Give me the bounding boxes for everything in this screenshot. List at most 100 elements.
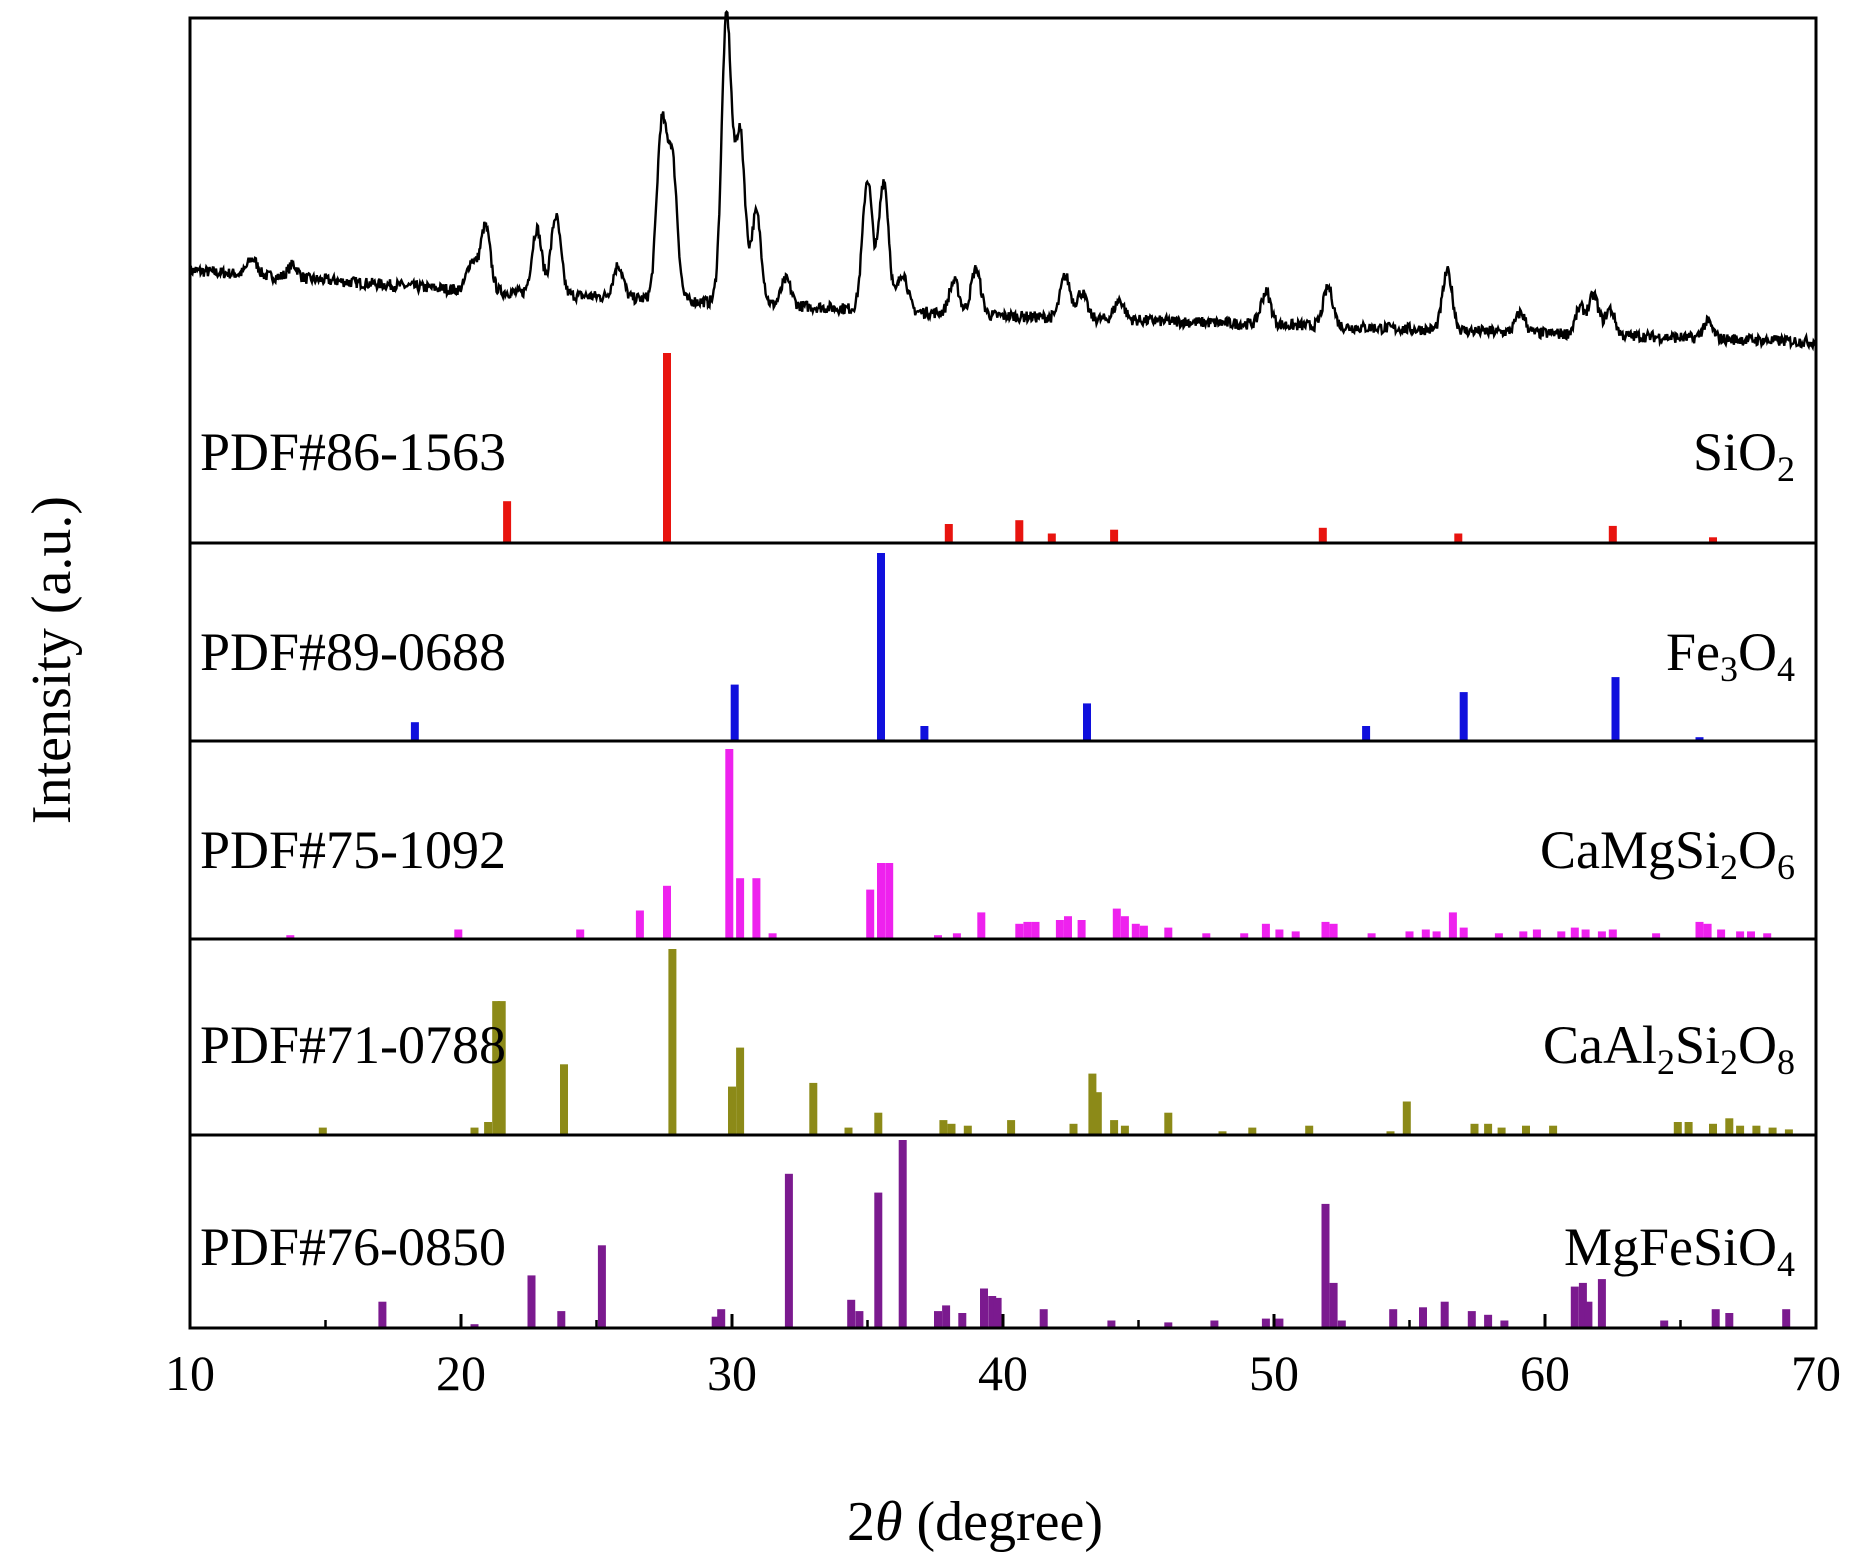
reference-peak <box>1064 916 1072 939</box>
reference-peak <box>1275 929 1284 939</box>
reference-peak <box>1432 931 1441 939</box>
reference-peak <box>1419 1307 1427 1328</box>
reference-peak <box>1261 1318 1270 1328</box>
reference-peak <box>1164 927 1173 939</box>
reference-panel-75-1092: PDF#75-1092 CaMgSi2O6 <box>200 749 1795 939</box>
reference-peak <box>470 1324 479 1328</box>
reference-panel-76-0850: PDF#76-0850 MgFeSiO4 <box>200 1140 1795 1328</box>
reference-peak <box>1218 1131 1227 1135</box>
reference-peak <box>958 1313 967 1328</box>
reference-peak <box>1023 921 1032 939</box>
reference-panel-71-0788: PDF#71-0788 CaAl2Si2O8 <box>200 949 1795 1135</box>
reference-peak <box>1522 1125 1530 1135</box>
reference-peak <box>993 1297 1002 1328</box>
reference-peak <box>1570 927 1579 939</box>
reference-peak <box>1318 527 1327 543</box>
reference-peak <box>1077 920 1086 939</box>
reference-patterns-layer: PDF#86-1563 SiO2 PDF#89-0688 Fe3O4 PDF#75-10… <box>200 353 1795 1328</box>
reference-peak <box>470 1127 479 1135</box>
reference-peak <box>877 553 885 741</box>
reference-peak <box>752 878 761 939</box>
x-tick-label: 40 <box>978 1345 1028 1401</box>
reference-peak <box>1386 1131 1395 1135</box>
reference-peak <box>1275 1318 1284 1328</box>
reference-peak <box>1711 1309 1720 1328</box>
phase-formula-label: SiO2 <box>1693 422 1795 489</box>
reference-peak <box>874 1192 883 1328</box>
x-tick-label: 10 <box>165 1345 215 1401</box>
reference-peak <box>410 722 419 741</box>
reference-peak <box>492 1001 501 1135</box>
reference-peak <box>1139 925 1148 939</box>
reference-peak <box>1500 1320 1509 1328</box>
reference-peak <box>1695 737 1704 741</box>
reference-peak <box>1112 908 1121 939</box>
reference-peak <box>1107 1320 1116 1328</box>
reference-peak <box>768 933 777 939</box>
reference-peak <box>1055 920 1064 939</box>
y-axis-title: Intensity (a.u.) <box>21 496 83 824</box>
reference-peak <box>1083 703 1091 741</box>
reference-peak <box>1088 1073 1097 1135</box>
reference-peak <box>663 885 671 939</box>
reference-peak <box>1454 533 1463 543</box>
reference-peak <box>1484 1314 1493 1328</box>
reference-peak <box>809 1082 818 1135</box>
reference-peak <box>497 1001 506 1135</box>
pdf-card-label: PDF#76-0850 <box>200 1217 506 1277</box>
reference-peak <box>1660 1320 1669 1328</box>
reference-peak <box>1337 1320 1346 1328</box>
reference-peak <box>454 929 463 939</box>
reference-peak <box>1470 1123 1479 1135</box>
reference-peak <box>1768 1127 1777 1135</box>
reference-peak <box>378 1301 387 1328</box>
reference-peak <box>947 1123 956 1135</box>
phase-formula-label: CaAl2Si2O8 <box>1543 1015 1795 1082</box>
reference-peak <box>1305 1125 1314 1135</box>
reference-peak <box>1484 1123 1493 1135</box>
reference-peak <box>1039 1309 1048 1328</box>
reference-peak <box>1164 1322 1173 1328</box>
reference-peak <box>1494 933 1503 939</box>
reference-peak <box>1752 1125 1761 1135</box>
reference-peak <box>1448 912 1457 939</box>
reference-peak <box>1709 1123 1717 1135</box>
reference-peak <box>1402 1101 1411 1135</box>
reference-peak <box>1782 1309 1791 1328</box>
reference-peak <box>1725 1118 1734 1135</box>
reference-peak <box>1608 525 1617 543</box>
reference-peak <box>557 1311 566 1328</box>
reference-peak <box>597 1245 606 1328</box>
reference-peak <box>934 1311 942 1328</box>
reference-peak <box>1240 933 1249 939</box>
reference-peak <box>1031 921 1040 939</box>
reference-peak <box>1673 1122 1682 1135</box>
reference-peak <box>1110 529 1119 543</box>
reference-peak <box>866 889 875 939</box>
reference-peak <box>1440 1301 1449 1328</box>
reference-peak <box>1120 1125 1129 1135</box>
x-tick-label: 60 <box>1520 1345 1570 1401</box>
reference-peak <box>1584 1301 1593 1328</box>
reference-peak <box>1421 929 1430 939</box>
reference-peak <box>1110 1120 1119 1135</box>
reference-peak <box>1581 929 1590 939</box>
reference-peak <box>730 684 739 741</box>
reference-peak <box>1557 931 1566 939</box>
reference-peak <box>1047 533 1056 543</box>
reference-peak <box>784 1173 793 1328</box>
reference-peak <box>1467 1311 1476 1328</box>
reference-peak <box>1069 1123 1078 1135</box>
reference-peak <box>663 353 671 543</box>
x-tick-label: 30 <box>707 1345 757 1401</box>
reference-peak <box>1131 923 1140 939</box>
reference-peak <box>977 912 986 939</box>
reference-peak <box>1202 933 1211 939</box>
reference-peak <box>963 1125 972 1135</box>
reference-peak <box>484 1122 493 1135</box>
reference-peak <box>844 1127 853 1135</box>
reference-peak <box>1210 1320 1219 1328</box>
reference-peak <box>560 1064 568 1135</box>
reference-peak <box>944 524 953 543</box>
